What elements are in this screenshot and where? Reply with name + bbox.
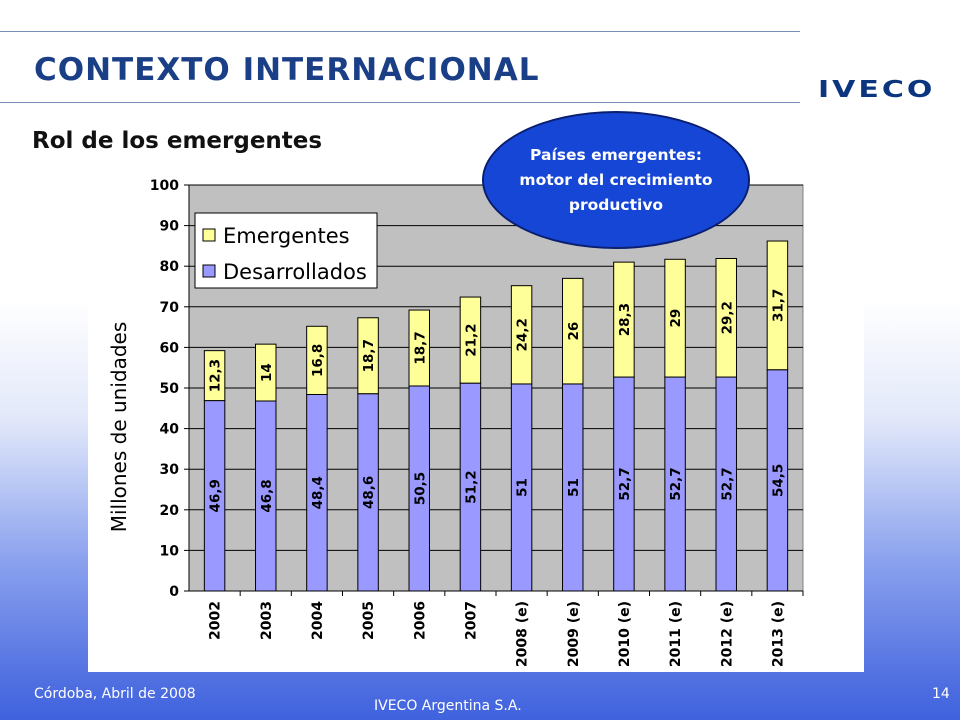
x-tick-label: 2013 (e) xyxy=(770,601,786,667)
data-label-desarrollados: 52,7 xyxy=(668,467,684,500)
data-label-desarrollados: 52,7 xyxy=(719,467,735,500)
data-label-emergentes: 16,8 xyxy=(310,344,326,377)
y-tick-label: 60 xyxy=(160,340,180,356)
x-tick-label: 2006 xyxy=(412,601,428,640)
bar-emergentes xyxy=(664,258,686,378)
footer-date: Córdoba, Abril de 2008 xyxy=(34,686,196,702)
page-number: 14 xyxy=(932,686,950,702)
x-tick-label: 2010 (e) xyxy=(617,601,633,667)
data-label-emergentes: 12,3 xyxy=(208,359,224,392)
bar-emergentes xyxy=(715,257,737,378)
data-label-desarrollados: 50,5 xyxy=(412,472,428,505)
y-tick-label: 100 xyxy=(150,178,179,194)
data-label-desarrollados: 46,8 xyxy=(259,479,275,512)
data-label-emergentes: 29 xyxy=(668,309,684,328)
x-tick-label: 2005 xyxy=(361,601,377,640)
y-tick-label: 10 xyxy=(160,543,180,559)
x-tick-label: 2011 (e) xyxy=(668,601,684,667)
data-label-desarrollados: 51 xyxy=(515,478,531,497)
callout-text: Países emergentes: motor del crecimiento… xyxy=(519,145,713,214)
y-tick-label: 0 xyxy=(169,584,179,600)
bar-emergentes xyxy=(510,285,533,385)
title-rule xyxy=(0,102,800,103)
x-tick-label: 2003 xyxy=(259,601,275,640)
x-tick-label: 2007 xyxy=(463,601,479,640)
data-label-desarrollados: 48,6 xyxy=(361,476,377,509)
section-subtitle: Rol de los emergentes xyxy=(32,128,323,154)
legend-entry: Emergentes xyxy=(223,224,350,248)
y-tick-label: 80 xyxy=(160,259,180,275)
stacked-bar-chart: 46,9 12,3 46,8 14 48,4 16,8 48,6 18,7 50,5 18,7 51… xyxy=(107,178,804,667)
footer-company: IVECO Argentina S.A. xyxy=(374,698,522,714)
data-label-desarrollados: 51,2 xyxy=(463,470,479,503)
x-tick-label: 2008 (e) xyxy=(515,601,531,667)
x-tick-label: 2004 xyxy=(310,601,326,640)
data-label-emergentes: 24,2 xyxy=(515,318,531,351)
data-label-desarrollados: 48,4 xyxy=(310,476,326,509)
legend: Emergentes Desarrollados xyxy=(194,212,378,289)
data-label-emergentes: 14 xyxy=(259,363,275,382)
data-label-emergentes: 18,7 xyxy=(361,339,377,372)
bars: 46,9 12,3 46,8 14 48,4 16,8 48,6 18,7 50,5 18,7 51… xyxy=(203,240,789,592)
data-label-emergentes: 31,7 xyxy=(770,289,786,322)
callout-bubble: Países emergentes: motor del crecimiento… xyxy=(482,111,750,249)
gridlines xyxy=(189,184,803,551)
legend-box xyxy=(194,212,378,289)
iveco-logo: IVECO xyxy=(818,76,936,104)
y-tick-label: 90 xyxy=(160,219,180,235)
bar-emergentes xyxy=(306,325,328,395)
legend-swatch xyxy=(202,264,216,278)
legend-entry: Desarrollados xyxy=(223,260,367,284)
bar-emergentes xyxy=(766,240,789,371)
data-label-desarrollados: 51 xyxy=(566,478,582,497)
data-label-emergentes: 26 xyxy=(566,322,582,341)
data-label-desarrollados: 46,9 xyxy=(208,479,224,512)
bar-emergentes xyxy=(255,343,277,402)
data-label-desarrollados: 54,5 xyxy=(770,464,786,497)
y-tick-label: 40 xyxy=(160,422,180,438)
y-tick-label: 30 xyxy=(160,462,180,478)
y-tick-label: 70 xyxy=(160,300,180,316)
data-label-emergentes: 28,3 xyxy=(617,303,633,336)
top-rule xyxy=(0,31,800,32)
y-axis-label: Millones de unidades xyxy=(107,322,131,533)
page-title: CONTEXTO INTERNACIONAL xyxy=(34,52,540,88)
data-label-emergentes: 21,2 xyxy=(463,323,479,356)
x-tick-label: 2002 xyxy=(208,601,224,640)
bar-emergentes xyxy=(562,277,584,385)
y-tick-label: 20 xyxy=(160,503,180,519)
bar-emergentes xyxy=(408,309,430,387)
legend-swatch xyxy=(202,228,216,242)
data-label-emergentes: 29,2 xyxy=(719,301,735,334)
axes: 0 10 20 30 40 50 60 70 80 90 100 2002 2003 2004 2005 20… xyxy=(150,178,804,667)
x-tick-label: 2012 (e) xyxy=(719,601,735,667)
bar-emergentes xyxy=(459,296,482,384)
x-tick-label: 2009 (e) xyxy=(566,601,582,667)
data-label-desarrollados: 52,7 xyxy=(617,467,633,500)
data-label-emergentes: 18,7 xyxy=(412,331,428,364)
bar-emergentes xyxy=(357,317,379,395)
y-tick-label: 50 xyxy=(160,381,180,397)
bar-emergentes xyxy=(203,350,226,402)
bar-emergentes xyxy=(613,261,635,378)
